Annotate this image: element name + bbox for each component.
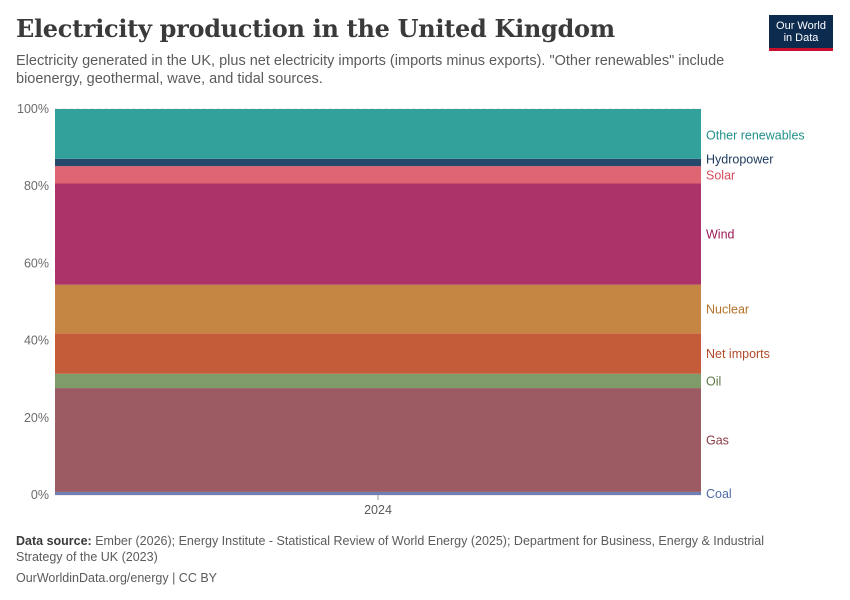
chart-title: Electricity production in the United Kin… — [16, 14, 615, 43]
y-tick-label: 40% — [24, 334, 49, 348]
series-label: Solar — [706, 168, 735, 182]
owid-logo[interactable]: Our World in Data — [769, 15, 833, 51]
logo-line-1: Our World — [776, 20, 826, 32]
y-tick-label: 0% — [31, 488, 49, 502]
series-label: Wind — [706, 228, 735, 242]
series-label: Net imports — [706, 347, 770, 361]
series-label: Coal — [706, 487, 732, 501]
area-coal — [55, 491, 701, 495]
y-tick-label: 100% — [17, 102, 49, 116]
chart-subtitle: Electricity generated in the UK, plus ne… — [16, 53, 725, 87]
area-net-imports — [55, 333, 701, 374]
series-label: Nuclear — [706, 302, 749, 316]
y-tick-label: 80% — [24, 179, 49, 193]
logo-line-2: in Data — [783, 32, 819, 44]
area-other-renewables — [55, 109, 701, 159]
series-label: Oil — [706, 374, 721, 388]
y-tick-label: 60% — [24, 256, 49, 270]
series-label: Hydropower — [706, 152, 773, 166]
area-solar — [55, 166, 701, 184]
series-label: Other renewables — [706, 129, 805, 143]
area-oil — [55, 373, 701, 389]
area-gas — [55, 388, 701, 492]
y-tick-label: 20% — [24, 411, 49, 425]
series-label: Gas — [706, 433, 729, 447]
area-wind — [55, 183, 701, 285]
x-tick-label: 2024 — [364, 503, 392, 517]
data-source-text: Ember (2026); Energy Institute - Statist… — [16, 534, 765, 564]
stacked-area-chart: 0% 20% 40% 60% 80% 100% Coal Gas Oil Net imports N… — [17, 102, 805, 517]
area-hydropower — [55, 158, 701, 167]
data-source-note: Data source: Ember (2026); Energy Instit… — [16, 533, 806, 565]
footer-url[interactable]: OurWorldinData.org/energy | CC BY — [16, 571, 218, 585]
data-source-label: Data source: — [16, 534, 92, 548]
area-nuclear — [55, 284, 701, 334]
